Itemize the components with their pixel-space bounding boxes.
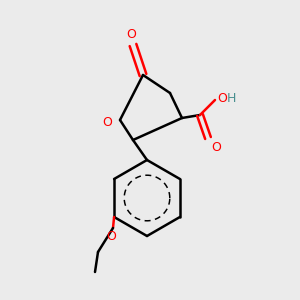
Text: O: O xyxy=(217,92,227,104)
Text: O: O xyxy=(102,116,112,128)
Text: H: H xyxy=(227,92,236,104)
Text: O: O xyxy=(106,230,116,243)
Text: O: O xyxy=(126,28,136,41)
Text: O: O xyxy=(211,141,221,154)
